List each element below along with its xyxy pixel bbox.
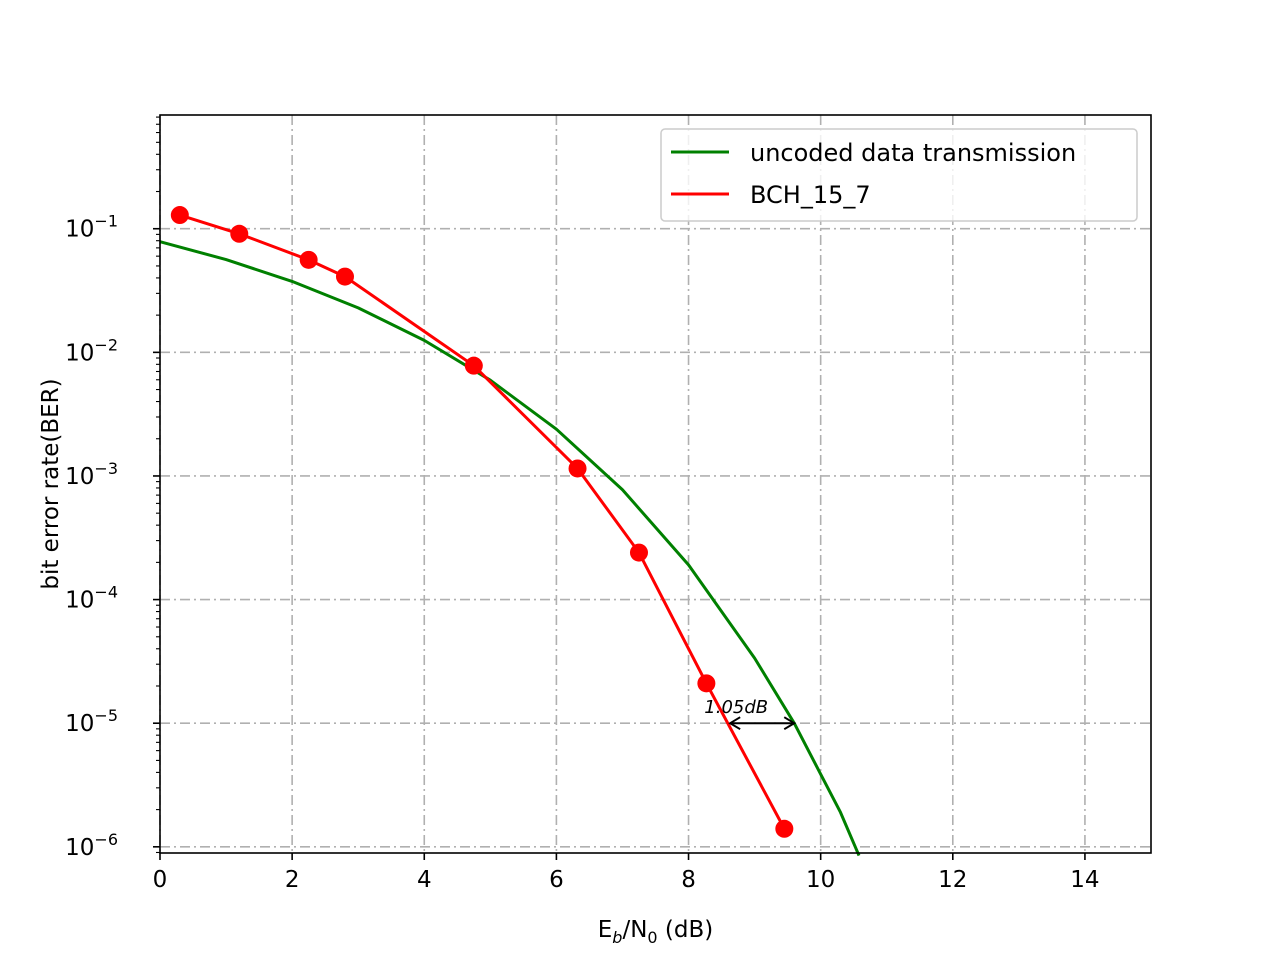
legend-box [660,128,1138,222]
uncoded-line [159,240,861,857]
x-tick-label: 14 [1070,867,1099,893]
legend: uncoded data transmission BCH_15_7 [660,128,1138,222]
ticks: 0 2 4 6 8 10 12 14 10−1 10−2 10−3 10−4 10−5 10−6 [65,116,1100,893]
x-axis-label: Eb/N0 (dB) [598,917,714,947]
y-tick-label: 10−2 [65,335,118,366]
x-tick-label: 8 [681,867,696,893]
plot-frame [159,114,1152,854]
y-tick-label: 10−5 [65,706,118,737]
annotation-arrowhead-left [728,716,741,731]
bch-point [775,819,794,838]
grid [159,115,1151,853]
bch-point [464,356,483,375]
bch-point [335,267,354,286]
bch-point [697,674,716,693]
bch-point [230,224,249,243]
x-tick-label: 4 [417,867,432,893]
annotation: 1.05dB [704,697,797,731]
y-tick-label: 10−4 [65,583,118,614]
x-tick-label: 12 [938,867,967,893]
bch-point [170,206,189,225]
x-tick-label: 2 [285,867,300,893]
legend-label-bch: BCH_15_7 [750,181,871,209]
y-axis-label: bit error rate(BER) [38,378,64,589]
annotation-arrowhead-right [783,716,797,731]
x-tick-label: 6 [549,867,564,893]
legend-label-uncoded: uncoded data transmission [750,139,1076,167]
y-tick-label: 10−1 [65,212,118,243]
bch-point [568,459,587,478]
y-tick-label: 10−3 [65,459,118,490]
bch-point [299,250,318,269]
series-layer [159,206,861,857]
bch-point [629,543,648,562]
x-tick-label: 10 [806,867,835,893]
annotation-label: 1.05dB [704,697,768,718]
y-tick-label: 10−6 [65,830,118,861]
x-tick-label: 0 [153,867,168,893]
